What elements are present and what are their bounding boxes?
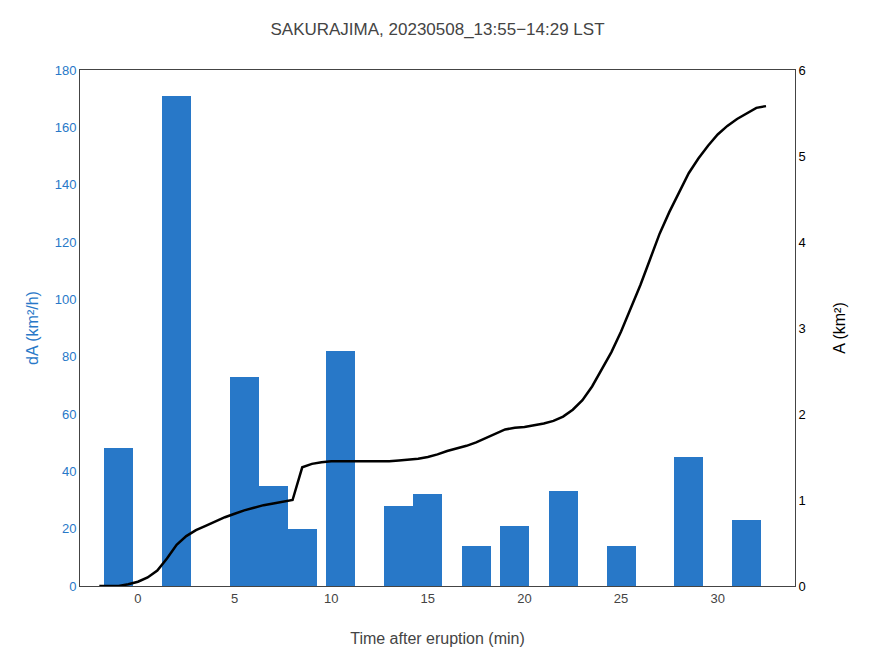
svg-text:0: 0 — [134, 591, 141, 606]
svg-text:0: 0 — [799, 579, 806, 594]
svg-text:140: 140 — [55, 177, 77, 192]
svg-text:A (km²): A (km²) — [831, 302, 848, 354]
svg-text:160: 160 — [55, 120, 77, 135]
svg-text:0: 0 — [69, 579, 76, 594]
svg-text:20: 20 — [517, 591, 531, 606]
svg-text:40: 40 — [62, 464, 76, 479]
svg-text:5: 5 — [231, 591, 238, 606]
svg-text:120: 120 — [55, 235, 77, 250]
svg-text:180: 180 — [55, 63, 77, 78]
svg-text:4: 4 — [799, 235, 806, 250]
svg-text:60: 60 — [62, 407, 76, 422]
svg-text:1: 1 — [799, 493, 806, 508]
svg-text:6: 6 — [799, 63, 806, 78]
svg-text:10: 10 — [324, 591, 338, 606]
svg-text:25: 25 — [614, 591, 628, 606]
svg-text:3: 3 — [799, 321, 806, 336]
svg-text:SAKURAJIMA, 20230508_13:55−14:: SAKURAJIMA, 20230508_13:55−14:29 LST — [270, 20, 604, 39]
svg-text:5: 5 — [799, 149, 806, 164]
svg-text:2: 2 — [799, 407, 806, 422]
svg-text:Time after eruption (min): Time after eruption (min) — [350, 630, 525, 647]
svg-text:15: 15 — [421, 591, 435, 606]
svg-text:100: 100 — [55, 292, 77, 307]
svg-text:80: 80 — [62, 349, 76, 364]
svg-text:dA (km²/h): dA (km²/h) — [24, 291, 41, 365]
svg-text:30: 30 — [710, 591, 724, 606]
svg-text:20: 20 — [62, 521, 76, 536]
